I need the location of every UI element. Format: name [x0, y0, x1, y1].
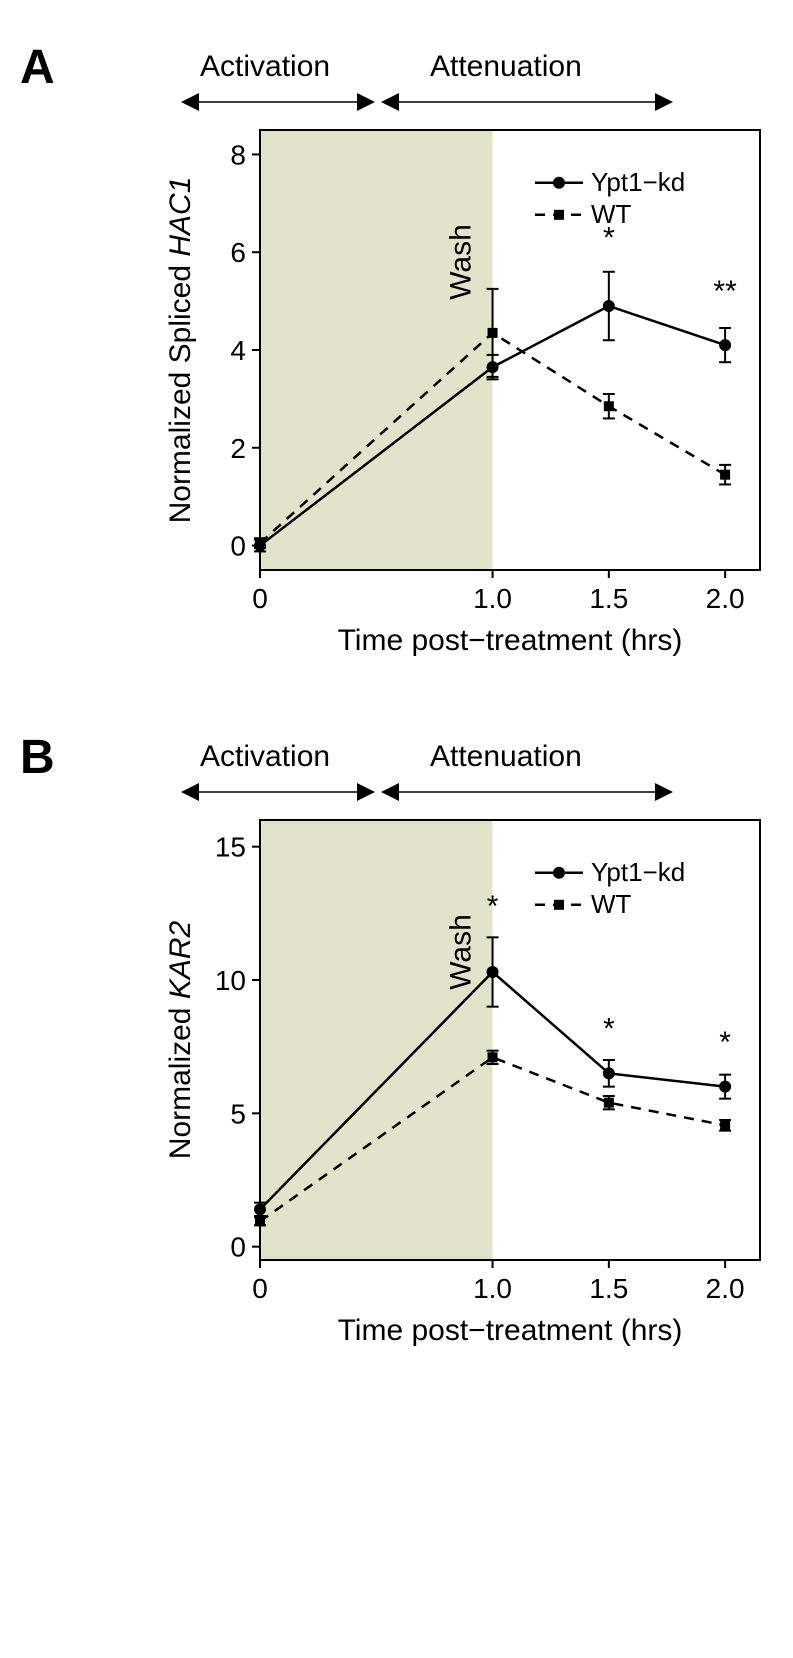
- svg-text:0: 0: [252, 583, 268, 614]
- svg-text:*: *: [487, 890, 499, 923]
- svg-text:*: *: [603, 1013, 615, 1046]
- svg-text:8: 8: [230, 139, 246, 170]
- svg-text:Wash: Wash: [445, 914, 478, 990]
- svg-text:10: 10: [215, 965, 246, 996]
- svg-text:1.5: 1.5: [589, 583, 628, 614]
- panel-b-label: B: [20, 730, 55, 785]
- svg-text:Ypt1−kd: Ypt1−kd: [591, 167, 685, 197]
- svg-text:6: 6: [230, 237, 246, 268]
- svg-text:Ypt1−kd: Ypt1−kd: [591, 857, 685, 887]
- svg-text:1.0: 1.0: [473, 583, 512, 614]
- svg-text:0: 0: [252, 1273, 268, 1304]
- svg-text:*: *: [719, 1026, 731, 1059]
- svg-text:2.0: 2.0: [706, 1273, 745, 1304]
- panel-a-label: A: [20, 40, 55, 95]
- svg-text:Normalized KAR2: Normalized KAR2: [164, 920, 197, 1159]
- attenuation-label-a: Attenuation: [430, 50, 582, 84]
- svg-text:2: 2: [230, 433, 246, 464]
- svg-text:2.0: 2.0: [706, 583, 745, 614]
- svg-text:15: 15: [215, 832, 246, 863]
- panel-b: B Activation Attenuation: [30, 740, 763, 1370]
- activation-label-b: Activation: [200, 740, 330, 774]
- svg-text:5: 5: [230, 1098, 246, 1129]
- panel-a: A Activation Attenuation: [30, 50, 763, 680]
- panel-a-phase-header: Activation Attenuation: [170, 50, 670, 120]
- svg-text:1.5: 1.5: [589, 1273, 628, 1304]
- panel-b-chart-wrapper: Activation Attenuation 0 5 10 15 0 1.0 1.5 2.0 W…: [160, 740, 763, 1370]
- svg-text:WT: WT: [591, 199, 632, 229]
- panel-b-phase-header: Activation Attenuation: [170, 740, 670, 810]
- chart-a: 0246801.01.52.0Wash***Ypt1−kdWTTime post…: [160, 120, 780, 680]
- svg-text:Normalized Spliced HAC1: Normalized Spliced HAC1: [164, 177, 197, 524]
- svg-text:4: 4: [230, 335, 246, 366]
- svg-text:Wash: Wash: [445, 224, 478, 300]
- svg-text:Time post−treatment (hrs): Time post−treatment (hrs): [338, 1314, 683, 1347]
- svg-text:WT: WT: [591, 889, 632, 919]
- svg-text:Time post−treatment (hrs): Time post−treatment (hrs): [338, 624, 683, 657]
- figure-container: A Activation Attenuation: [0, 0, 793, 1450]
- svg-text:0: 0: [230, 1232, 246, 1263]
- panel-a-chart-wrapper: Activation Attenuation 0 2 4 6 8 0 1.0 1.5 2.0 Wa…: [160, 50, 763, 680]
- activation-label-a: Activation: [200, 50, 330, 84]
- svg-text:1.0: 1.0: [473, 1273, 512, 1304]
- svg-text:**: **: [713, 275, 737, 308]
- chart-b: 0 5 10 15 0 1.0 1.5 2.0 Wash * * * Ypt1−kdWT Time pos…: [160, 810, 780, 1370]
- attenuation-label-b: Attenuation: [430, 740, 582, 774]
- svg-text:0: 0: [230, 531, 246, 562]
